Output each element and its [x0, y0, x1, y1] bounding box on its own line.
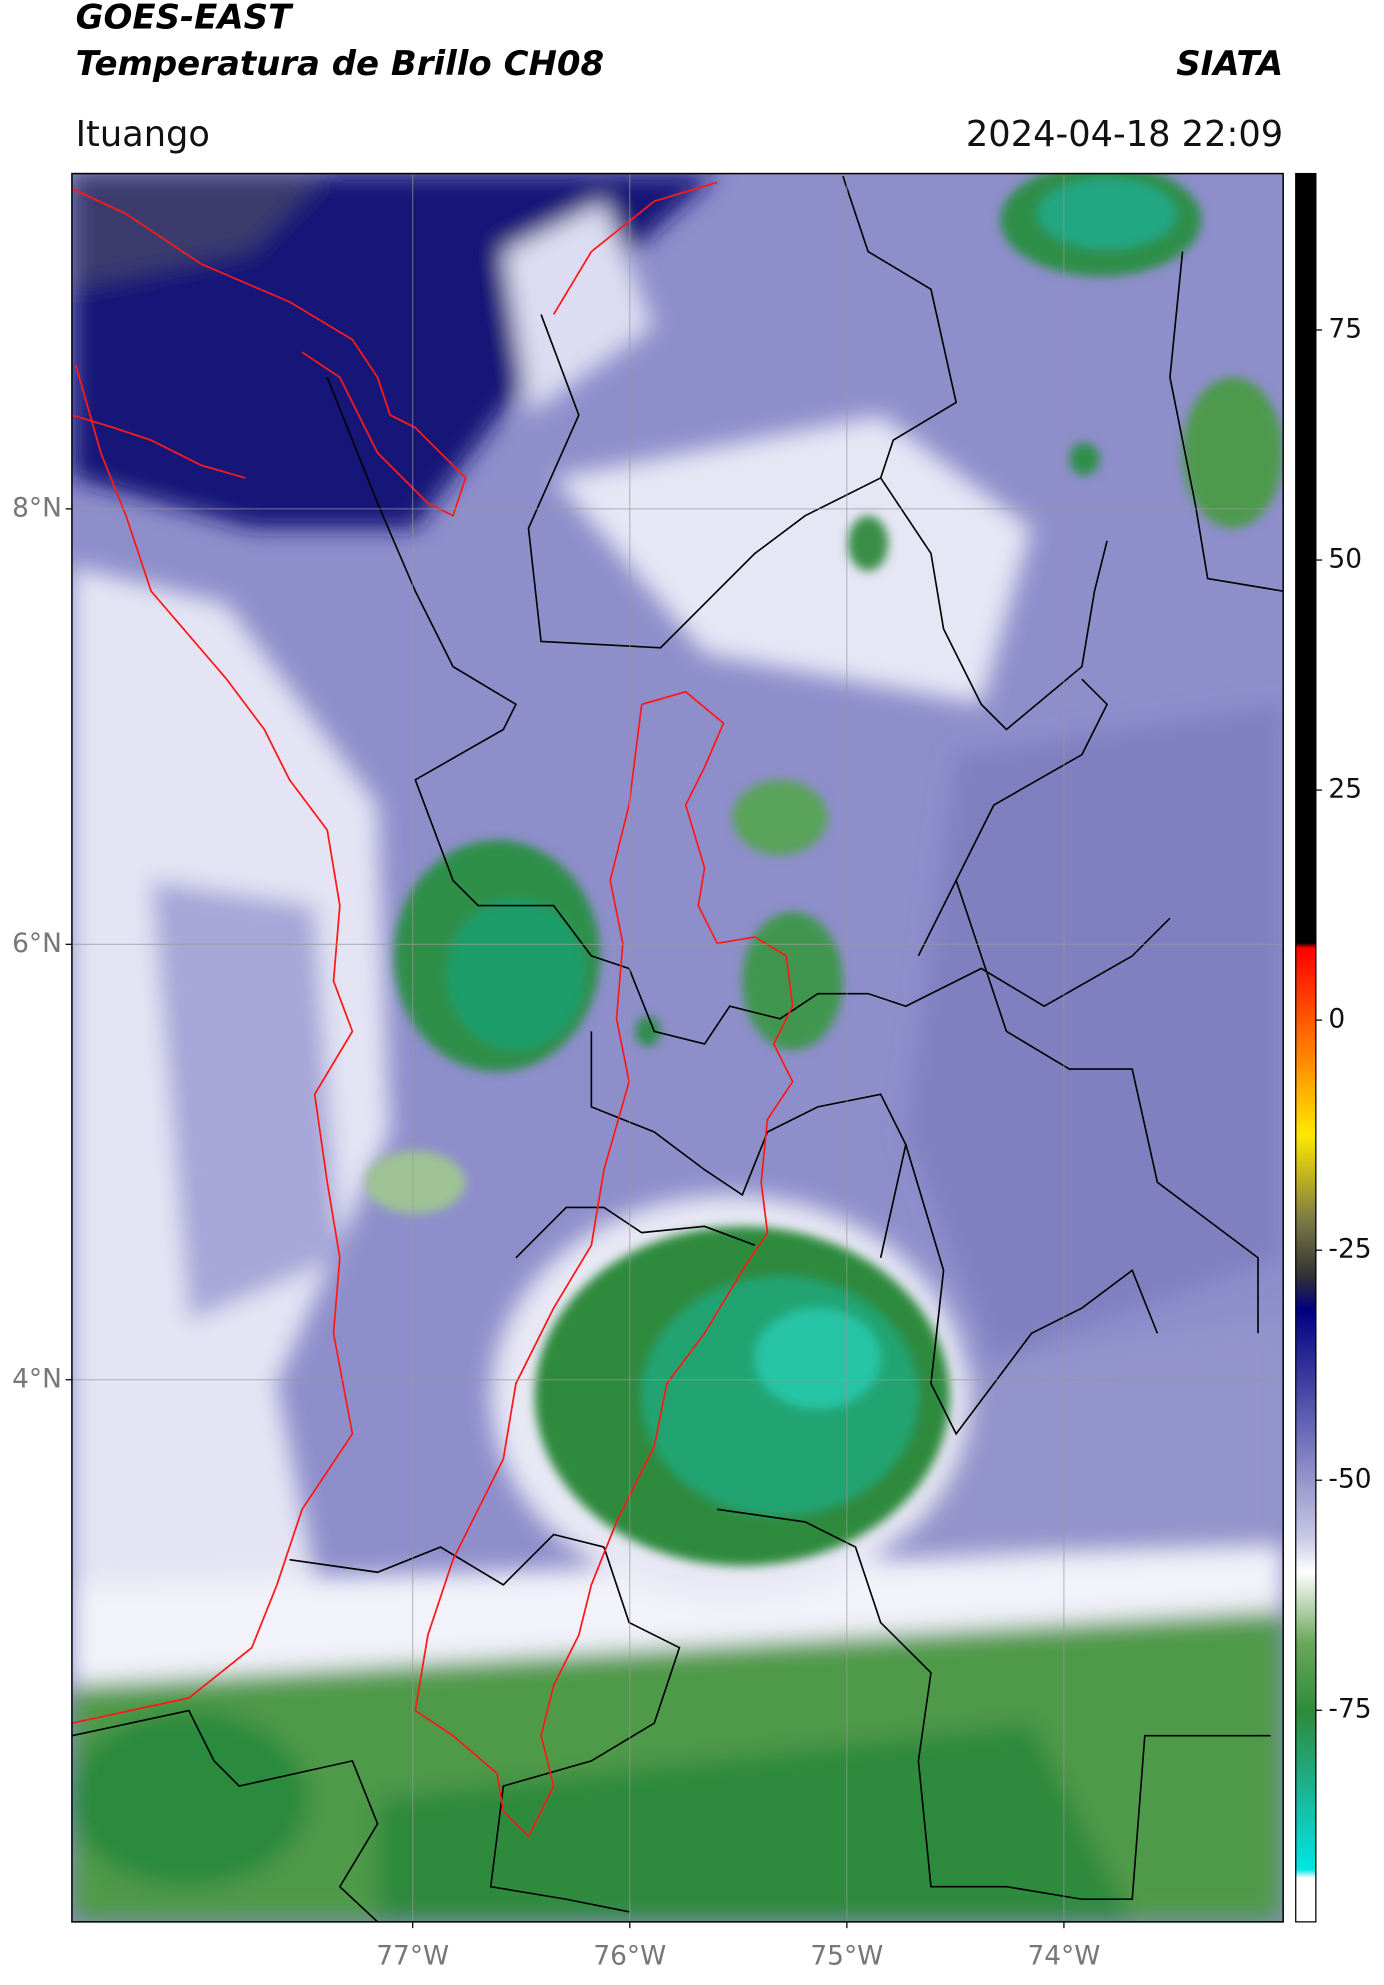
colorbar-tick-label: 0 — [1328, 1004, 1345, 1035]
y-tick-label: 4°N — [12, 1363, 62, 1394]
x-tick-label: 75°W — [810, 1941, 883, 1972]
colorbar-tick-label: -25 — [1328, 1234, 1371, 1265]
datetime: 2024-04-18 22:09 — [966, 114, 1283, 155]
colorbar-tick-label: 75 — [1328, 314, 1362, 345]
y-tick-label: 6°N — [12, 928, 62, 959]
source: SIATA — [1176, 44, 1283, 84]
location: Ituango — [76, 114, 210, 155]
colorbar-tick-label: 25 — [1328, 774, 1362, 805]
title: GOES-EAST — [76, 0, 294, 37]
x-tick-label: 77°W — [376, 1941, 449, 1972]
colorbar-tick-label: -50 — [1328, 1464, 1371, 1495]
x-tick-label: 76°W — [593, 1941, 666, 1972]
colorbar — [1295, 172, 1317, 1923]
y-tick-label: 8°N — [12, 492, 62, 523]
colorbar-tick-label: -75 — [1328, 1694, 1371, 1725]
satellite-image — [71, 173, 1284, 1922]
x-tick-label: 74°W — [1027, 1941, 1100, 1972]
colorbar-tick-label: 50 — [1328, 544, 1362, 575]
subtitle: Temperatura de Brillo CH08 — [76, 44, 604, 84]
map-frame — [71, 172, 1284, 1923]
